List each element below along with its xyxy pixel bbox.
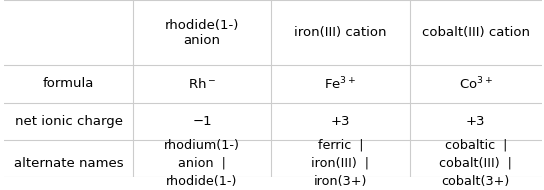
Text: +3: +3 [466,115,485,128]
Text: Fe$^{3+}$: Fe$^{3+}$ [324,76,356,92]
Text: cobalt(III) cation: cobalt(III) cation [422,26,530,39]
Text: −1: −1 [192,115,212,128]
Text: Co$^{3+}$: Co$^{3+}$ [459,76,493,92]
Text: net ionic charge: net ionic charge [15,115,122,128]
Text: formula: formula [43,77,94,90]
Text: cobaltic  |
cobalt(III)  |
cobalt(3+): cobaltic | cobalt(III) | cobalt(3+) [440,139,512,188]
Text: ferric  |
iron(III)  |
iron(3+): ferric | iron(III) | iron(3+) [311,139,369,188]
Text: Rh$^-$: Rh$^-$ [188,77,216,91]
Text: rhodium(1-)
anion  |
rhodide(1-): rhodium(1-) anion | rhodide(1-) [164,139,240,188]
Text: rhodide(1-)
anion: rhodide(1-) anion [165,19,239,47]
Text: +3: +3 [331,115,350,128]
Text: iron(III) cation: iron(III) cation [294,26,387,39]
Text: alternate names: alternate names [14,157,123,169]
